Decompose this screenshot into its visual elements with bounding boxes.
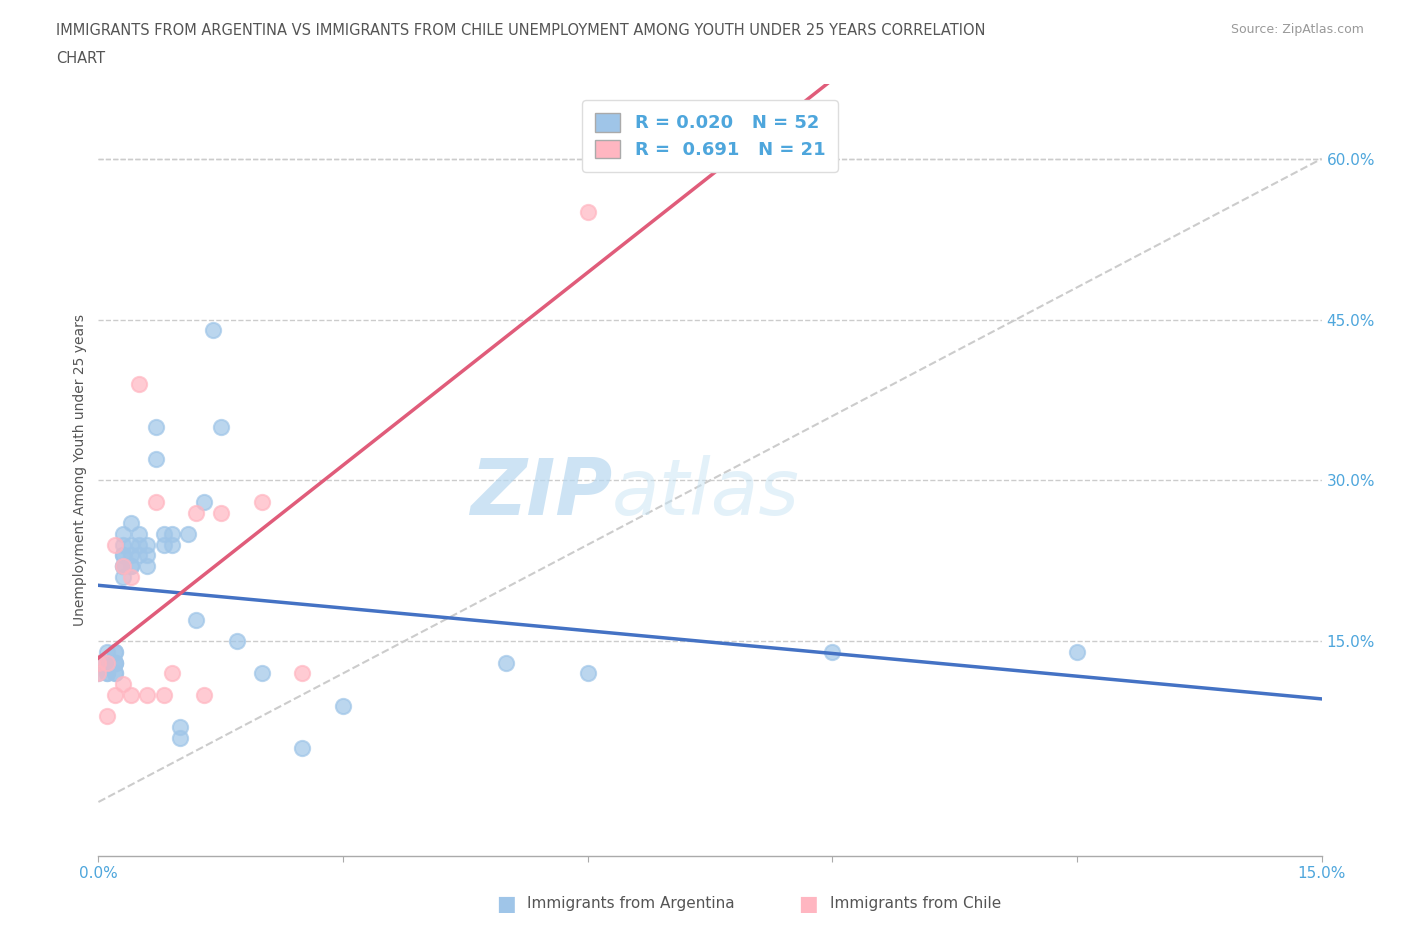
Point bbox=[111, 548, 134, 563]
Point bbox=[87, 666, 110, 681]
Point bbox=[104, 666, 127, 681]
Point bbox=[186, 505, 208, 520]
Point bbox=[209, 419, 232, 434]
Point bbox=[576, 205, 599, 219]
Point bbox=[87, 656, 110, 671]
Point bbox=[96, 644, 118, 659]
Point bbox=[576, 666, 599, 681]
Point bbox=[136, 559, 159, 574]
Point bbox=[96, 656, 118, 671]
Point bbox=[226, 633, 249, 648]
Point bbox=[120, 569, 142, 584]
Point bbox=[160, 666, 183, 681]
Point bbox=[128, 538, 150, 552]
Point bbox=[120, 538, 142, 552]
Point bbox=[111, 677, 134, 692]
Point bbox=[169, 720, 191, 735]
Point bbox=[169, 730, 191, 745]
Point bbox=[201, 323, 224, 338]
Point bbox=[250, 666, 273, 681]
Point bbox=[120, 516, 142, 531]
Text: IMMIGRANTS FROM ARGENTINA VS IMMIGRANTS FROM CHILE UNEMPLOYMENT AMONG YOUTH UNDE: IMMIGRANTS FROM ARGENTINA VS IMMIGRANTS … bbox=[56, 23, 986, 38]
Point bbox=[111, 559, 134, 574]
Legend: R = 0.020   N = 52, R =  0.691   N = 21: R = 0.020 N = 52, R = 0.691 N = 21 bbox=[582, 100, 838, 172]
Point bbox=[1066, 644, 1088, 659]
Point bbox=[104, 656, 127, 671]
Point bbox=[111, 538, 134, 552]
Point bbox=[291, 741, 314, 756]
Point bbox=[128, 526, 150, 541]
Point bbox=[152, 538, 174, 552]
Point bbox=[136, 538, 159, 552]
Point bbox=[209, 505, 232, 520]
Point bbox=[250, 495, 273, 510]
Point bbox=[332, 698, 354, 713]
Point bbox=[120, 559, 142, 574]
Point bbox=[104, 644, 127, 659]
Point bbox=[104, 656, 127, 671]
Point bbox=[96, 656, 118, 671]
Point bbox=[160, 526, 183, 541]
Point bbox=[96, 666, 118, 681]
Point bbox=[152, 687, 174, 702]
Point bbox=[821, 644, 844, 659]
Point bbox=[87, 656, 110, 671]
Point bbox=[291, 666, 314, 681]
Point bbox=[111, 548, 134, 563]
Point bbox=[104, 656, 127, 671]
Point bbox=[104, 644, 127, 659]
Text: Immigrants from Chile: Immigrants from Chile bbox=[830, 897, 1001, 911]
Point bbox=[128, 548, 150, 563]
Point bbox=[193, 495, 215, 510]
Point bbox=[136, 687, 159, 702]
Text: Immigrants from Argentina: Immigrants from Argentina bbox=[527, 897, 735, 911]
Point bbox=[111, 559, 134, 574]
Point bbox=[136, 548, 159, 563]
Point bbox=[96, 709, 118, 724]
Text: CHART: CHART bbox=[56, 51, 105, 66]
Point bbox=[111, 559, 134, 574]
Point bbox=[96, 666, 118, 681]
Point bbox=[145, 495, 167, 510]
Text: atlas: atlas bbox=[612, 455, 800, 531]
Point bbox=[104, 538, 127, 552]
Point bbox=[87, 666, 110, 681]
Text: Source: ZipAtlas.com: Source: ZipAtlas.com bbox=[1230, 23, 1364, 36]
Point bbox=[145, 451, 167, 466]
Y-axis label: Unemployment Among Youth under 25 years: Unemployment Among Youth under 25 years bbox=[73, 313, 87, 626]
Text: ZIP: ZIP bbox=[470, 455, 612, 531]
Point bbox=[193, 687, 215, 702]
Point bbox=[128, 377, 150, 392]
Point bbox=[152, 526, 174, 541]
Point bbox=[111, 569, 134, 584]
Point bbox=[104, 666, 127, 681]
Point bbox=[111, 526, 134, 541]
Point bbox=[104, 687, 127, 702]
Point bbox=[186, 612, 208, 627]
Point bbox=[495, 656, 517, 671]
Point bbox=[145, 419, 167, 434]
Point bbox=[120, 548, 142, 563]
Text: ■: ■ bbox=[799, 894, 818, 914]
Point bbox=[177, 526, 200, 541]
Text: ■: ■ bbox=[496, 894, 516, 914]
Point bbox=[120, 559, 142, 574]
Point bbox=[120, 687, 142, 702]
Point bbox=[160, 538, 183, 552]
